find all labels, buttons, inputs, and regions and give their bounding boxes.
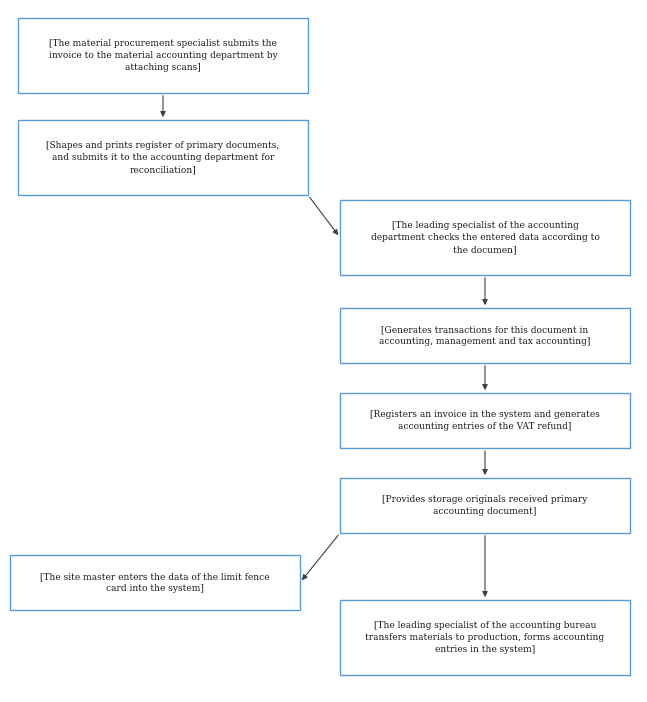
Text: [The leading specialist of the accounting
department checks the entered data acc: [The leading specialist of the accountin… xyxy=(371,221,599,254)
Bar xyxy=(18,120,308,195)
Text: [Shapes and prints register of primary documents,
and submits it to the accounti: [Shapes and prints register of primary d… xyxy=(47,141,280,174)
Text: [Registers an invoice in the system and generates
accounting entries of the VAT : [Registers an invoice in the system and … xyxy=(370,410,600,431)
Bar xyxy=(340,393,630,448)
Bar xyxy=(10,555,300,610)
Text: [The leading specialist of the accounting bureau
transfers materials to producti: [The leading specialist of the accountin… xyxy=(366,621,604,654)
Text: [Provides storage originals received primary
accounting document]: [Provides storage originals received pri… xyxy=(382,495,587,516)
Text: [The site master enters the data of the limit fence
card into the system]: [The site master enters the data of the … xyxy=(40,572,270,593)
Bar xyxy=(340,308,630,363)
Text: [The material procurement specialist submits the
invoice to the material account: [The material procurement specialist sub… xyxy=(49,39,278,72)
Bar xyxy=(340,200,630,275)
Bar xyxy=(18,18,308,93)
Text: [Generates transactions for this document in
accounting, management and tax acco: [Generates transactions for this documen… xyxy=(379,325,591,346)
Bar xyxy=(340,478,630,533)
Bar xyxy=(340,600,630,675)
